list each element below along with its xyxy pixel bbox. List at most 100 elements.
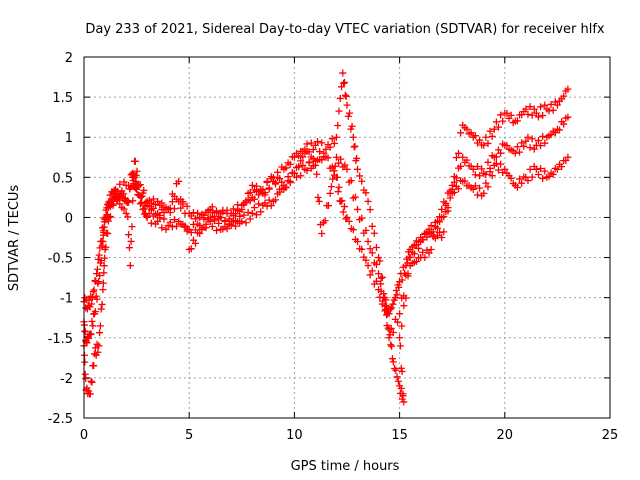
data-point [257, 187, 265, 195]
data-point [91, 344, 99, 352]
data-point [560, 120, 568, 128]
data-point [397, 384, 405, 392]
data-point [136, 181, 144, 189]
data-point [278, 178, 286, 186]
data-point [358, 245, 366, 253]
data-point [499, 169, 507, 177]
data-point [168, 223, 176, 231]
data-point [88, 317, 96, 325]
data-point [120, 205, 128, 213]
data-point [488, 172, 496, 180]
data-point [337, 155, 345, 163]
data-point [440, 213, 448, 221]
data-point [202, 220, 210, 228]
data-point [149, 195, 157, 203]
data-point [537, 142, 545, 150]
data-point [326, 143, 334, 151]
data-point [320, 149, 328, 157]
data-point [103, 204, 111, 212]
data-point [194, 229, 202, 237]
data-point [265, 184, 273, 192]
data-point [229, 212, 237, 220]
data-point [499, 117, 507, 125]
data-point [99, 286, 107, 294]
data-point [114, 188, 122, 196]
data-point [440, 198, 448, 206]
data-point [431, 223, 439, 231]
data-point [364, 197, 372, 205]
data-point [133, 167, 141, 175]
data-point [192, 215, 200, 223]
data-point [91, 308, 99, 316]
data-point [455, 185, 463, 193]
data-point [152, 200, 160, 208]
data-point [396, 342, 404, 350]
data-point [342, 92, 350, 100]
data-point [314, 193, 322, 201]
data-point [208, 223, 216, 231]
data-point [124, 213, 132, 221]
data-point [391, 365, 399, 373]
data-point [562, 87, 570, 95]
data-point [444, 207, 452, 215]
data-point [261, 191, 269, 199]
data-point [88, 300, 96, 308]
data-point [379, 297, 387, 305]
data-point [520, 142, 528, 150]
data-point [425, 225, 433, 233]
data-point [87, 292, 95, 300]
data-point [530, 163, 538, 171]
data-point [118, 187, 126, 195]
data-point [158, 224, 166, 232]
data-point [122, 209, 130, 217]
data-point [204, 207, 212, 215]
data-point [90, 286, 98, 294]
data-point [364, 238, 372, 246]
data-point [123, 197, 131, 205]
data-point [91, 350, 99, 358]
data-point [347, 177, 355, 185]
data-point [463, 156, 471, 164]
data-point [397, 364, 405, 372]
data-point [158, 199, 166, 207]
data-point [177, 204, 185, 212]
data-point [375, 254, 383, 262]
data-point [494, 123, 502, 131]
data-point [126, 262, 134, 270]
data-point [488, 152, 496, 160]
data-point [82, 304, 90, 312]
data-point [192, 239, 200, 247]
data-point [356, 172, 364, 180]
data-point [263, 178, 271, 186]
data-point [459, 153, 467, 161]
data-point [132, 172, 140, 180]
data-point [503, 109, 511, 117]
data-point [395, 283, 403, 291]
data-point [93, 295, 101, 303]
data-point [299, 161, 307, 169]
data-point [152, 210, 160, 218]
data-point [318, 139, 326, 147]
data-point [528, 135, 536, 143]
data-point [332, 153, 340, 161]
data-point [335, 107, 343, 115]
data-point [448, 181, 456, 189]
x-tick-label: 15 [391, 428, 408, 443]
y-tick-label: 2 [65, 51, 73, 66]
data-point [421, 253, 429, 261]
data-point [102, 243, 110, 251]
x-tick-label: 20 [497, 428, 514, 443]
data-point [250, 186, 258, 194]
data-point [427, 221, 435, 229]
data-point [388, 304, 396, 312]
data-point [97, 305, 105, 313]
data-point [173, 222, 181, 230]
data-point [452, 154, 460, 162]
data-point [478, 141, 486, 149]
x-tick-label: 5 [185, 428, 193, 443]
data-point [412, 258, 420, 266]
data-point [486, 164, 494, 172]
data-point [478, 165, 486, 173]
data-point [136, 200, 144, 208]
